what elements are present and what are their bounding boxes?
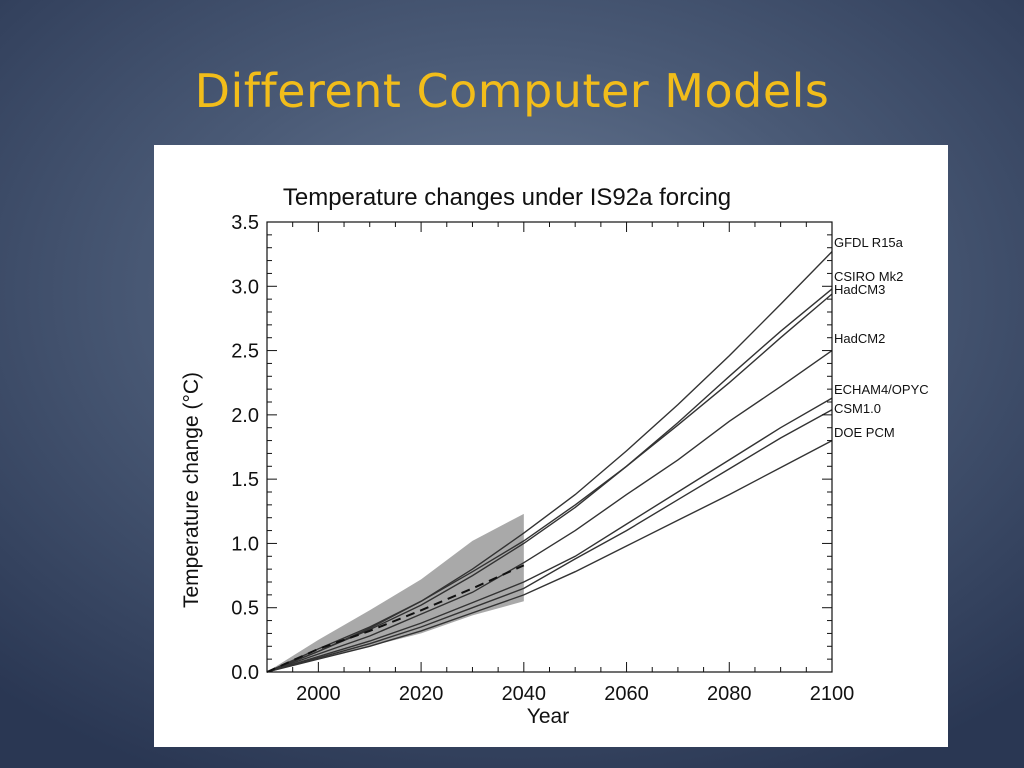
x-axis-label: Year <box>527 705 569 728</box>
series-line-csiro-mk2 <box>266 288 833 673</box>
series-label-csiro-mk2: CSIRO Mk2 <box>834 269 903 284</box>
y-tick-label: 3.0 <box>231 276 259 298</box>
uncertainty-band <box>267 513 524 672</box>
x-tick-label: 2040 <box>502 683 547 705</box>
x-tick-label: 2080 <box>707 683 752 705</box>
y-tick-label: 2.5 <box>231 341 259 363</box>
series-label-gfdl-r15a: GFDL R15a <box>834 235 904 250</box>
x-tick-label: 2100 <box>810 683 855 705</box>
series-line-echam4-opyc <box>266 397 833 673</box>
series-line-hadcm2 <box>266 350 833 673</box>
y-tick-label: 1.0 <box>231 533 259 555</box>
chart-panel: Temperature changes under IS92a forcing … <box>154 145 948 747</box>
y-axis-label: Temperature change (°C) <box>180 372 203 608</box>
x-tick-label: 2000 <box>296 683 341 705</box>
series-line-csm1-0 <box>266 409 833 673</box>
series-line-doe-pcm <box>266 439 833 673</box>
series-label-echam4-opyc: ECHAM4/OPYC <box>834 382 929 397</box>
series-line-hadcm3 <box>266 293 833 673</box>
temperature-chart: Temperature changes under IS92a forcing … <box>180 184 929 728</box>
x-tick-label: 2020 <box>399 683 444 705</box>
ensemble-mean-line <box>266 564 525 673</box>
chart-title: Temperature changes under IS92a forcing <box>283 184 731 211</box>
slide-title: Different Computer Models <box>194 64 830 118</box>
y-tick-label: 2.0 <box>231 405 259 427</box>
series-label-csm1-0: CSM1.0 <box>834 401 881 416</box>
y-tick-label: 3.5 <box>231 212 259 234</box>
y-tick-label: 0.5 <box>231 598 259 620</box>
y-tick-label: 0.0 <box>231 662 259 684</box>
series-label-hadcm3: HadCM3 <box>834 282 885 297</box>
series-line-gfdl-r15a <box>266 251 833 673</box>
plot-frame <box>266 221 833 673</box>
y-tick-label: 1.5 <box>231 469 259 491</box>
series-label-doe-pcm: DOE PCM <box>834 425 895 440</box>
x-tick-label: 2060 <box>604 683 649 705</box>
series-label-hadcm2: HadCM2 <box>834 331 885 346</box>
